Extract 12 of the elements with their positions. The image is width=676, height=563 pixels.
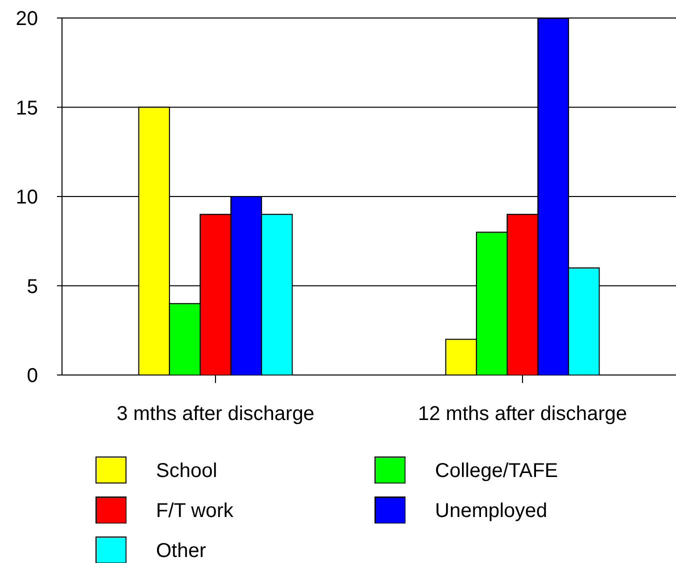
legend-label: College/TAFE: [435, 460, 558, 482]
y-tick-label: 20: [16, 8, 38, 30]
x-tick-label: 12 mths after discharge: [418, 403, 627, 425]
legend-label: Other: [156, 540, 206, 562]
y-tick-label: 10: [16, 186, 38, 208]
legend-label: School: [156, 460, 218, 482]
y-tick-label: 5: [26, 276, 38, 298]
y-tick-label: 15: [16, 97, 38, 120]
x-tick-label: 3 mths after discharge: [116, 403, 314, 425]
y-tick-label: 0: [26, 365, 38, 387]
legend-label: F/T work: [156, 500, 234, 522]
legend-label: Unemployed: [435, 500, 548, 522]
